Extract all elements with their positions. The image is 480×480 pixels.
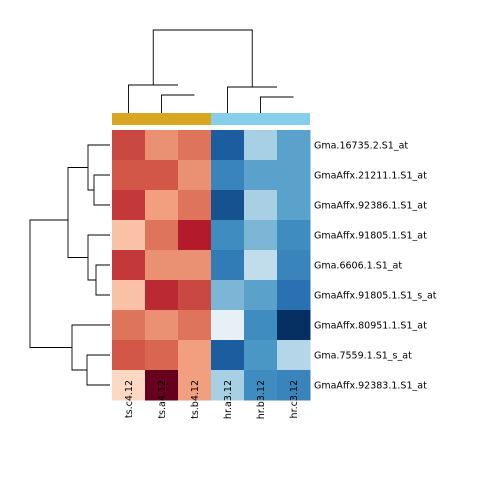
heatmap-cell-GmaAffx.80951.1.S1_at-ts.c4.12	[112, 310, 146, 341]
heatmap-cell-GmaAffx.91805.1.S1_at-ts.c4.12	[112, 220, 146, 251]
heatmap-cell-Gma.6606.1.S1_at-hr.c3.12	[277, 250, 311, 281]
heatmap-cell-GmaAffx.91805.1.S1_s_at-ts.a4.12	[145, 280, 179, 311]
column-label: ts.a4.12	[157, 380, 168, 419]
heatmap-cell-GmaAffx.21211.1.S1_at-ts.c4.12	[112, 160, 146, 191]
heatmap-cell-GmaAffx.92383.1.S1_at-hr.a3.12	[211, 370, 245, 401]
heatmap-cell-GmaAffx.91805.1.S1_s_at-hr.b3.12	[244, 280, 278, 311]
heatmap-cell-GmaAffx.80951.1.S1_at-hr.a3.12	[211, 310, 245, 341]
heatmap-cell-Gma.6606.1.S1_at-hr.b3.12	[244, 250, 278, 281]
row-dendrogram-branch	[87, 144, 110, 191]
heatmap-cell-GmaAffx.92383.1.S1_at-ts.a4.12	[145, 370, 179, 401]
row-label: GmaAffx.21211.1.S1_at	[314, 171, 427, 182]
column-label: hr.b3.12	[256, 380, 267, 419]
heatmap-cell-GmaAffx.91805.1.S1_s_at-ts.c4.12	[112, 280, 146, 311]
row-label: Gma.6606.1.S1_at	[314, 261, 402, 272]
heatmap-cell-GmaAffx.92386.1.S1_at-ts.c4.12	[112, 190, 146, 221]
heatmap-cell-GmaAffx.91805.1.S1_s_at-hr.c3.12	[277, 280, 311, 311]
row-label: Gma.16735.2.S1_at	[314, 141, 408, 152]
column-dendrogram	[128, 29, 294, 113]
heatmap-cell-GmaAffx.21211.1.S1_at-hr.b3.12	[244, 160, 278, 191]
heatmap-cell-GmaAffx.80951.1.S1_at-ts.a4.12	[145, 310, 179, 341]
heatmap-cell-GmaAffx.92386.1.S1_at-ts.a4.12	[145, 190, 179, 221]
heatmap-cell-Gma.7559.1.S1_s_at-ts.a4.12	[145, 340, 179, 371]
row-label: Gma.7559.1.S1_s_at	[314, 351, 412, 362]
row-label: GmaAffx.80951.1.S1_at	[314, 321, 427, 332]
heatmap-cell-Gma.16735.2.S1_at-ts.a4.12	[145, 130, 179, 161]
column-label: hr.a3.12	[223, 380, 234, 419]
heatmap-cell-GmaAffx.21211.1.S1_at-ts.a4.12	[145, 160, 179, 191]
column-label: ts.b4.12	[190, 380, 201, 419]
heatmap-cell-GmaAffx.21211.1.S1_at-hr.a3.12	[211, 160, 245, 191]
heatmap-cell-Gma.16735.2.S1_at-hr.b3.12	[244, 130, 278, 161]
heatmap-cell-GmaAffx.91805.1.S1_s_at-hr.a3.12	[211, 280, 245, 311]
column-labels: ts.c4.12 ts.a4.12 ts.b4.12 hr.a3.12 hr.b3.12…	[124, 380, 300, 419]
heatmap-cell-GmaAffx.91805.1.S1_at-hr.b3.12	[244, 220, 278, 251]
column-group-bar-2	[211, 113, 310, 125]
row-label: GmaAffx.92383.1.S1_at	[314, 381, 427, 392]
column-dendrogram-branch	[161, 94, 195, 113]
row-dendrogram-branch	[86, 354, 110, 386]
heatmap-cell-GmaAffx.92383.1.S1_at-ts.b4.12	[178, 370, 212, 401]
heatmap-cell-GmaAffx.91805.1.S1_at-ts.a4.12	[145, 220, 179, 251]
heatmap-cell-GmaAffx.92383.1.S1_at-hr.c3.12	[277, 370, 311, 401]
row-dendrogram-branch	[87, 234, 110, 281]
row-dendrogram-branch	[29, 219, 72, 348]
row-label: GmaAffx.92386.1.S1_at	[314, 201, 427, 212]
column-group-bar-1	[112, 113, 211, 125]
column-group-bar	[112, 113, 310, 125]
heatmap-cell-GmaAffx.80951.1.S1_at-hr.b3.12	[244, 310, 278, 341]
heatmap-cell-GmaAffx.92383.1.S1_at-hr.b3.12	[244, 370, 278, 401]
row-label: GmaAffx.91805.1.S1_at	[314, 231, 427, 242]
heatmap-cell-GmaAffx.92383.1.S1_at-ts.c4.12	[112, 370, 146, 401]
heatmap-cell-Gma.16735.2.S1_at-ts.b4.12	[178, 130, 212, 161]
row-dendrogram-branch	[93, 174, 110, 206]
heatmap-cell-Gma.7559.1.S1_s_at-hr.b3.12	[244, 340, 278, 371]
heatmap-cell-GmaAffx.91805.1.S1_at-ts.b4.12	[178, 220, 212, 251]
heatmap-cell-GmaAffx.91805.1.S1_s_at-ts.b4.12	[178, 280, 212, 311]
column-dendrogram-branch	[128, 84, 178, 113]
column-dendrogram-branch	[152, 29, 253, 87]
heatmap-cell-GmaAffx.92386.1.S1_at-hr.c3.12	[277, 190, 311, 221]
row-labels: Gma.16735.2.S1_at GmaAffx.21211.1.S1_at Gm…	[314, 141, 437, 392]
heatmap-cell-GmaAffx.91805.1.S1_at-hr.c3.12	[277, 220, 311, 251]
column-label: ts.c4.12	[124, 380, 135, 418]
column-dendrogram-branch	[260, 96, 294, 113]
heatmap-cell-Gma.6606.1.S1_at-ts.a4.12	[145, 250, 179, 281]
heatmap-cell-GmaAffx.92386.1.S1_at-hr.b3.12	[244, 190, 278, 221]
column-label: hr.c3.12	[289, 380, 300, 418]
row-label: GmaAffx.91805.1.S1_s_at	[314, 291, 437, 302]
heatmap-cells	[112, 130, 311, 401]
heatmap-cell-Gma.16735.2.S1_at-ts.c4.12	[112, 130, 146, 161]
heatmap-cell-GmaAffx.92386.1.S1_at-ts.b4.12	[178, 190, 212, 221]
heatmap-cell-GmaAffx.80951.1.S1_at-hr.c3.12	[277, 310, 311, 341]
heatmap-cell-Gma.7559.1.S1_s_at-hr.a3.12	[211, 340, 245, 371]
heatmap-cell-Gma.16735.2.S1_at-hr.c3.12	[277, 130, 311, 161]
heatmap-cell-GmaAffx.92386.1.S1_at-hr.a3.12	[211, 190, 245, 221]
heatmap-cell-Gma.7559.1.S1_s_at-ts.b4.12	[178, 340, 212, 371]
heatmap-cell-GmaAffx.21211.1.S1_at-hr.c3.12	[277, 160, 311, 191]
heatmap-cell-GmaAffx.80951.1.S1_at-ts.b4.12	[178, 310, 212, 341]
heatmap-cell-Gma.7559.1.S1_s_at-hr.c3.12	[277, 340, 311, 371]
row-dendrogram-branch	[67, 167, 88, 258]
column-dendrogram-branch	[227, 86, 277, 113]
row-dendrogram-branch	[95, 264, 110, 296]
heatmap-cell-Gma.16735.2.S1_at-hr.a3.12	[211, 130, 245, 161]
heatmap-cell-Gma.6606.1.S1_at-hr.a3.12	[211, 250, 245, 281]
row-dendrogram	[29, 144, 110, 386]
heatmap-cell-Gma.6606.1.S1_at-ts.c4.12	[112, 250, 146, 281]
heatmap-cell-Gma.6606.1.S1_at-ts.b4.12	[178, 250, 212, 281]
heatmap-cell-GmaAffx.21211.1.S1_at-ts.b4.12	[178, 160, 212, 191]
heatmap-cell-GmaAffx.91805.1.S1_at-hr.a3.12	[211, 220, 245, 251]
row-dendrogram-branch	[71, 324, 110, 371]
heatmap-cell-Gma.7559.1.S1_s_at-ts.c4.12	[112, 340, 146, 371]
